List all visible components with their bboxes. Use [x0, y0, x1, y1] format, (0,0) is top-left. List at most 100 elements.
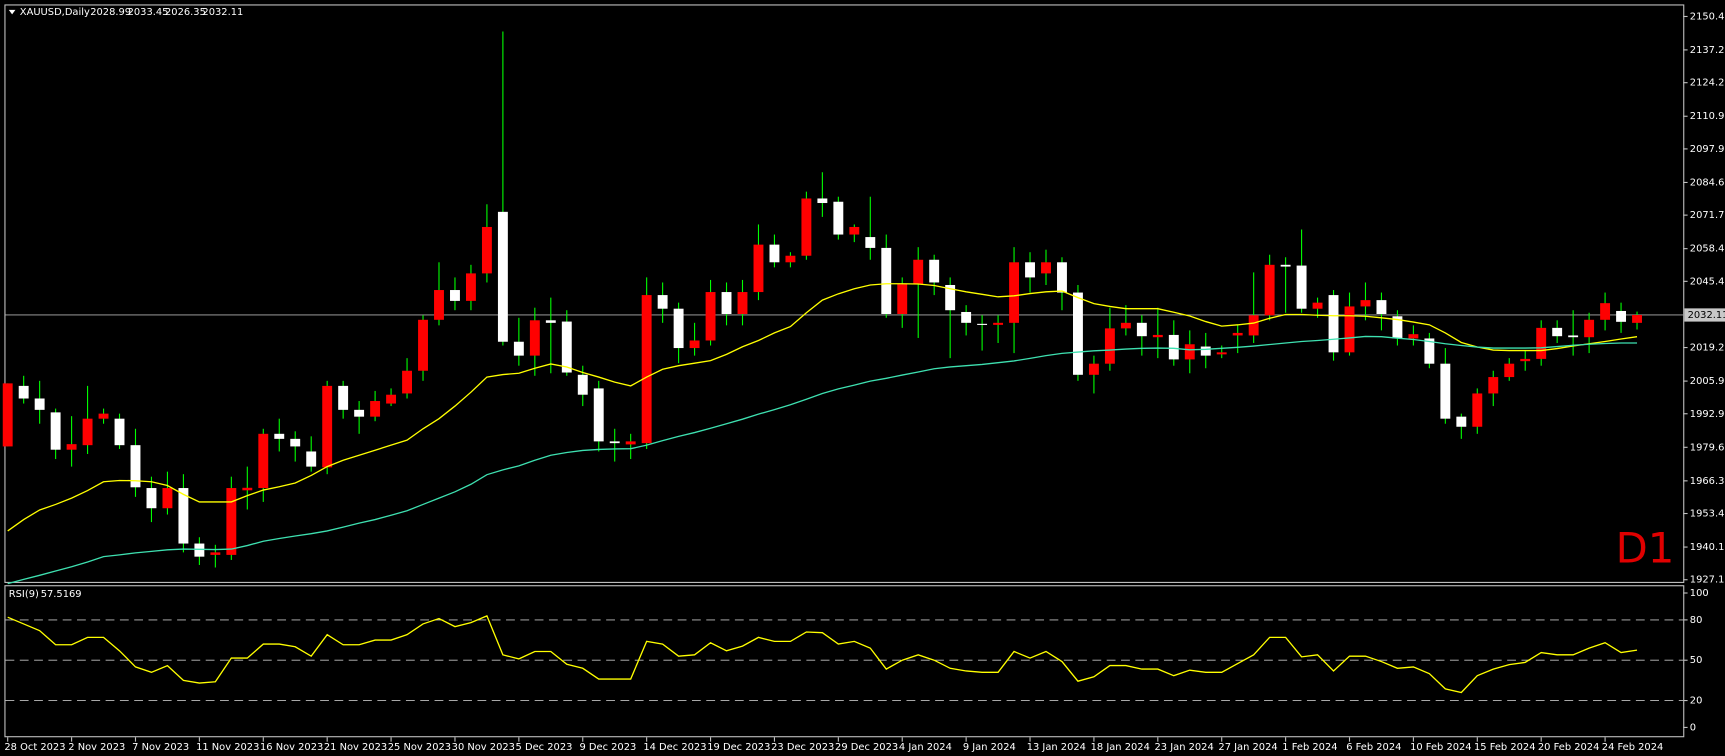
y-tick-label: 1979.65: [1690, 442, 1725, 453]
x-tick-label: 27 Jan 2024: [1218, 742, 1277, 753]
candle-body: [945, 284, 956, 311]
y-tick-label: 2019.20: [1690, 343, 1725, 354]
candle-body: [929, 259, 940, 283]
candle-body: [817, 198, 828, 204]
candle-body: [913, 259, 924, 285]
candle-body: [50, 412, 61, 450]
candle-body: [1392, 316, 1403, 339]
candle-body: [418, 319, 428, 371]
candle-body: [529, 320, 540, 356]
candle-body: [849, 226, 860, 235]
candle-body: [1248, 315, 1259, 336]
candle-body: [785, 255, 796, 263]
candle-body: [1488, 377, 1499, 394]
y-tick-label: 1940.10: [1690, 542, 1725, 553]
candle-body: [833, 201, 844, 235]
candle-body: [545, 320, 556, 323]
y-tick-label: 1992.95: [1690, 409, 1725, 420]
x-tick-label: 25 Nov 2023: [388, 742, 451, 753]
y-tick-label: 2005.90: [1690, 376, 1725, 387]
current-price-label: 2032.11: [1688, 310, 1725, 321]
candle-body: [1184, 344, 1195, 360]
x-tick-label: 1 Feb 2024: [1282, 742, 1337, 753]
rsi-last-value: 57.5169: [41, 589, 82, 600]
y-tick-label: 2045.45: [1690, 276, 1725, 287]
candle-body: [705, 292, 716, 341]
candle-body: [465, 273, 476, 301]
candle-body: [1264, 264, 1275, 316]
candle-body: [1025, 262, 1035, 278]
header-open: 2028.99: [90, 7, 131, 18]
y-tick-label: 20: [1690, 696, 1703, 707]
x-tick-label: 13 Jan 2024: [1027, 742, 1086, 753]
candle-body: [130, 445, 141, 488]
candle-body: [641, 295, 652, 444]
x-tick-label: 14 Dec 2023: [643, 742, 706, 753]
candle-body: [1296, 265, 1307, 309]
x-tick-label: 6 Feb 2024: [1346, 742, 1401, 753]
candle-body: [897, 284, 908, 314]
menu-triangle: [8, 9, 16, 15]
x-tick-label: 30 Nov 2023: [452, 742, 515, 753]
timeframe-label: D1: [1616, 523, 1675, 572]
candle-body: [1232, 332, 1243, 336]
header-low: 2026.35: [165, 7, 206, 18]
candle-body: [1440, 363, 1451, 419]
x-tick-label: 7 Nov 2023: [132, 742, 189, 753]
candle-body: [434, 290, 444, 320]
current-price-box: [1684, 308, 1725, 322]
x-tick-label: 23 Jan 2024: [1155, 742, 1214, 753]
candle-body: [497, 211, 508, 342]
x-tick-label: 9 Jan 2024: [963, 742, 1016, 753]
x-tick-label: 9 Dec 2023: [579, 742, 636, 753]
candle-body: [1456, 416, 1467, 427]
y-tick-label: 80: [1690, 615, 1703, 626]
candle-body: [1600, 303, 1611, 320]
candle-body: [1344, 306, 1355, 353]
x-tick-label: 11 Nov 2023: [196, 742, 259, 753]
candle-body: [753, 244, 764, 293]
candle-body: [210, 552, 221, 555]
candle-body: [1136, 322, 1147, 337]
x-tick-label: 21 Nov 2023: [324, 742, 387, 753]
x-tick-label: 20 Feb 2024: [1538, 742, 1600, 753]
rsi-line: [7, 614, 1638, 694]
candle-body: [402, 370, 412, 394]
y-tick-label: 2058.40: [1690, 244, 1725, 255]
candle-body: [625, 441, 636, 445]
candle-body: [881, 247, 892, 314]
candle-body: [2, 383, 13, 447]
candle-body: [194, 543, 205, 557]
candle-body: [1584, 319, 1595, 338]
y-tick-label: 2084.65: [1690, 177, 1725, 188]
candle-body: [657, 295, 668, 309]
symbol-title: XAUUSD,Daily: [20, 7, 90, 18]
candle-body: [993, 322, 1004, 325]
candle-body: [1312, 302, 1323, 309]
x-tick-label: 28 Oct 2023: [4, 742, 65, 753]
candle-body: [322, 385, 333, 468]
candle-body: [1504, 363, 1515, 378]
candle-body: [98, 413, 109, 419]
candle-body: [1120, 322, 1131, 329]
candle-body: [1360, 300, 1371, 307]
candle-body: [1104, 328, 1115, 364]
candle-body: [977, 323, 988, 325]
y-tick-label: 100: [1690, 588, 1709, 599]
x-tick-label: 5 Dec 2023: [516, 742, 573, 753]
moving-average: [7, 283, 1638, 532]
candle-body: [1552, 327, 1563, 337]
y-tick-label: 50: [1690, 655, 1703, 666]
candle-body: [561, 321, 572, 373]
candle-body: [258, 433, 269, 489]
candle-body: [1472, 393, 1483, 427]
candle-body: [1057, 262, 1067, 293]
candle-body: [769, 244, 780, 263]
candle-body: [1168, 334, 1179, 360]
candle-body: [306, 451, 317, 467]
candle-body: [1280, 264, 1291, 267]
candle-body: [66, 444, 77, 450]
x-tick-label: 10 Feb 2024: [1410, 742, 1472, 753]
candle-body: [1376, 300, 1387, 314]
